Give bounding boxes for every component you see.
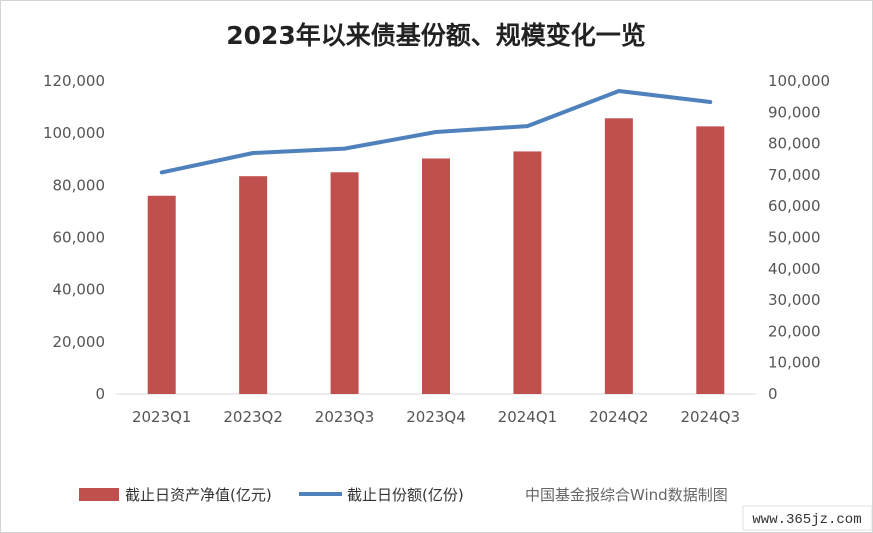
line-point xyxy=(709,101,711,103)
right-tick-label: 90,000 xyxy=(768,103,821,121)
bar xyxy=(513,151,542,394)
bar-series xyxy=(147,118,725,394)
right-tick-label: 0 xyxy=(768,385,778,403)
right-tick-label: 30,000 xyxy=(768,291,821,309)
line-point xyxy=(161,171,163,173)
legend-label-net-assets: 截止日资产净值(亿元) xyxy=(125,486,272,504)
right-axis-ticks: 0 10,000 20,000 30,000 40,000 50,000 60,000 70,… xyxy=(768,72,830,403)
chart-title: 2023年以来债基份额、规模变化一览 xyxy=(226,21,646,50)
bar xyxy=(330,172,359,394)
line-point xyxy=(618,90,620,92)
bar xyxy=(422,158,450,394)
x-tick-label: 2023Q2 xyxy=(223,408,283,426)
left-tick-label: 120,000 xyxy=(43,72,105,90)
right-tick-label: 50,000 xyxy=(768,229,821,247)
watermark-background xyxy=(742,505,872,531)
x-tick-label: 2024Q3 xyxy=(681,408,741,426)
right-tick-label: 70,000 xyxy=(768,166,821,184)
left-tick-label: 0 xyxy=(95,385,105,403)
left-tick-label: 80,000 xyxy=(53,176,106,194)
right-tick-label: 40,000 xyxy=(768,260,821,278)
bar xyxy=(696,126,725,394)
line-point xyxy=(435,131,437,133)
line-point xyxy=(252,152,254,154)
legend-label-shares: 截止日份额(亿份) xyxy=(347,486,464,504)
x-tick-label: 2024Q2 xyxy=(589,408,649,426)
source-note: 中国基金报综合Wind数据制图 xyxy=(525,486,728,504)
bar xyxy=(604,118,633,394)
x-tick-label: 2023Q1 xyxy=(132,408,192,426)
left-axis-ticks: 0 20,000 40,000 60,000 80,000 100,000 120,000 xyxy=(43,72,105,403)
left-tick-label: 60,000 xyxy=(53,229,106,247)
left-tick-label: 100,000 xyxy=(43,124,105,142)
legend: 截止日资产净值(亿元) 截止日份额(亿份) 中国基金报综合Wind数据制图 xyxy=(79,486,728,504)
x-tick-label: 2023Q4 xyxy=(406,408,466,426)
right-tick-label: 60,000 xyxy=(768,197,821,215)
watermark: www.365jz.com xyxy=(752,512,861,528)
legend-swatch-net-assets xyxy=(79,488,119,501)
line-point xyxy=(344,148,346,150)
right-tick-label: 10,000 xyxy=(768,354,821,372)
right-tick-label: 20,000 xyxy=(768,322,821,340)
bar xyxy=(147,195,176,394)
left-tick-label: 20,000 xyxy=(53,333,106,351)
x-tick-label: 2023Q3 xyxy=(315,408,375,426)
right-tick-label: 100,000 xyxy=(768,72,830,90)
bar xyxy=(239,176,268,394)
x-axis-ticks: 2023Q1 2023Q2 2023Q3 2023Q4 2024Q1 2024Q2 2024… xyxy=(132,408,740,426)
left-tick-label: 40,000 xyxy=(53,281,106,299)
line-series xyxy=(159,89,713,175)
line-point xyxy=(526,125,528,127)
x-tick-label: 2024Q1 xyxy=(498,408,558,426)
right-tick-label: 80,000 xyxy=(768,135,821,153)
